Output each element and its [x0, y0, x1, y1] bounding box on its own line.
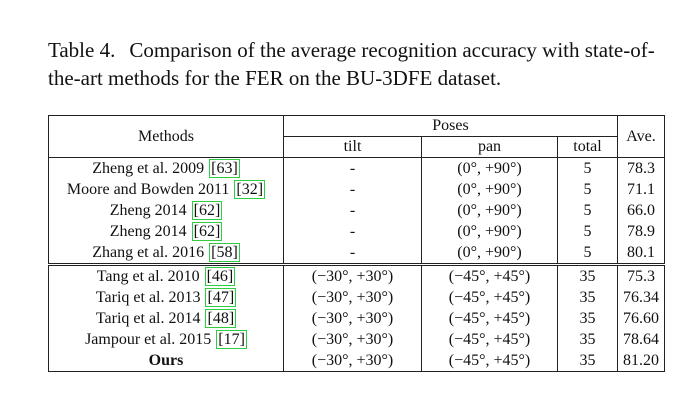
tilt-cell: (−30°, +30°) — [283, 263, 422, 287]
table-row: Moore and Bowden 2011 [32] - (0°, +90°) 5 71… — [48, 179, 665, 200]
pan-cell: (−45°, +45°) — [421, 263, 558, 287]
row-group: Tang et al. 2010 [46] (−30°, +30°) (−45°, … — [48, 263, 665, 372]
caption-label: Table 4. — [48, 38, 116, 62]
method-cell: Tariq et al. 2013 [47] — [48, 287, 284, 308]
table-header: Methods Poses Ave. tilt pan total — [48, 115, 665, 158]
header-pan: pan — [421, 136, 558, 158]
tilt-cell: - — [283, 242, 422, 265]
pan-cell: (−45°, +45°) — [421, 308, 558, 329]
method-name: Ours — [148, 352, 184, 369]
citation: [47] — [205, 288, 237, 307]
method-cell: Zhang et al. 2016 [58] — [48, 242, 284, 265]
tilt-cell: - — [283, 157, 422, 179]
method-name: Tang et al. 2010 — [96, 268, 200, 285]
total-cell: 35 — [557, 329, 618, 350]
method-cell: Zheng 2014 [62] — [48, 221, 284, 242]
ave-cell: 66.0 — [617, 200, 665, 221]
table-row: Jampour et al. 2015 [17] (−30°, +30°) (−45… — [48, 329, 665, 350]
method-cell: Ours — [48, 350, 284, 372]
method-name: Jampour et al. 2015 — [85, 331, 212, 348]
table-row: Tariq et al. 2014 [48] (−30°, +30°) (−45°,… — [48, 308, 665, 329]
header-methods: Methods — [48, 115, 284, 158]
ave-cell: 80.1 — [617, 242, 665, 265]
caption-text: Comparison of the average recognition ac… — [48, 38, 655, 90]
ave-cell: 71.1 — [617, 179, 665, 200]
tilt-cell: (−30°, +30°) — [283, 329, 422, 350]
tilt-cell: - — [283, 221, 422, 242]
caption: Table 4. Comparison of the average recogn… — [48, 36, 668, 92]
total-cell: 35 — [557, 263, 618, 287]
table-row: Ours (−30°, +30°) (−45°, +45°) 35 81.20 — [48, 350, 665, 372]
method-cell: Tariq et al. 2014 [48] — [48, 308, 284, 329]
total-cell: 5 — [557, 242, 618, 265]
citation: [58] — [209, 243, 240, 262]
total-cell: 5 — [557, 179, 618, 200]
header-tilt: tilt — [283, 136, 422, 158]
citation: [46] — [204, 267, 236, 286]
total-cell: 35 — [557, 308, 618, 329]
total-cell: 5 — [557, 157, 618, 179]
header-poses: Poses — [283, 115, 618, 137]
table-row: Zheng 2014 [62] - (0°, +90°) 5 66.0 — [48, 200, 665, 221]
method-name: Moore and Bowden 2011 — [66, 181, 230, 198]
pan-cell: (−45°, +45°) — [421, 329, 558, 350]
ave-cell: 78.64 — [617, 329, 665, 350]
method-name: Zheng 2014 — [109, 223, 187, 240]
method-cell: Jampour et al. 2015 [17] — [48, 329, 284, 350]
tilt-cell: (−30°, +30°) — [283, 350, 422, 372]
table-row: Tariq et al. 2013 [47] (−30°, +30°) (−45°,… — [48, 287, 665, 308]
ave-cell: 75.3 — [617, 263, 665, 287]
pan-cell: (0°, +90°) — [421, 242, 558, 265]
table-row: Tang et al. 2010 [46] (−30°, +30°) (−45°, … — [48, 263, 665, 287]
total-cell: 35 — [557, 350, 618, 372]
citation: [32] — [234, 180, 266, 199]
total-cell: 5 — [557, 200, 618, 221]
tilt-cell: - — [283, 200, 422, 221]
method-name: Tariq et al. 2014 — [95, 310, 201, 327]
ave-cell: 81.20 — [617, 350, 665, 372]
pan-cell: (−45°, +45°) — [421, 287, 558, 308]
method-cell: Zheng 2014 [62] — [48, 200, 284, 221]
results-table: Methods Poses Ave. tilt pan total Zheng … — [48, 115, 665, 372]
pan-cell: (0°, +90°) — [421, 179, 558, 200]
citation: [62] — [191, 201, 223, 220]
pan-cell: (0°, +90°) — [421, 200, 558, 221]
total-cell: 35 — [557, 287, 618, 308]
citation: [17] — [216, 330, 247, 349]
method-name: Tariq et al. 2013 — [95, 289, 201, 306]
ave-cell: 78.3 — [617, 157, 665, 179]
tilt-cell: - — [283, 179, 422, 200]
method-cell: Moore and Bowden 2011 [32] — [48, 179, 284, 200]
table-row: Zheng et al. 2009 [63] - (0°, +90°) 5 78.3 — [48, 157, 665, 179]
method-cell: Zheng et al. 2009 [63] — [48, 157, 284, 179]
ave-cell: 76.60 — [617, 308, 665, 329]
pan-cell: (−45°, +45°) — [421, 350, 558, 372]
header-total: total — [557, 136, 618, 158]
table-row: Zheng 2014 [62] - (0°, +90°) 5 78.9 — [48, 221, 665, 242]
header-row: tilt pan total — [49, 136, 665, 158]
header-row: Methods Poses Ave. — [48, 115, 665, 158]
pan-cell: (0°, +90°) — [421, 221, 558, 242]
method-name: Zheng 2014 — [109, 202, 187, 219]
pan-cell: (0°, +90°) — [421, 157, 558, 179]
citation: [62] — [191, 222, 223, 241]
method-cell: Tang et al. 2010 [46] — [48, 263, 284, 287]
method-name: Zhang et al. 2016 — [92, 244, 205, 261]
header-ave: Ave. — [617, 115, 665, 158]
method-name: Zheng et al. 2009 — [92, 160, 205, 177]
tilt-cell: (−30°, +30°) — [283, 308, 422, 329]
total-cell: 5 — [557, 221, 618, 242]
citation: [48] — [205, 309, 237, 328]
citation: [63] — [209, 159, 240, 178]
ave-cell: 78.9 — [617, 221, 665, 242]
tilt-cell: (−30°, +30°) — [283, 287, 422, 308]
table-row: Zhang et al. 2016 [58] - (0°, +90°) 5 80.1 — [48, 242, 665, 265]
ave-cell: 76.34 — [617, 287, 665, 308]
row-group: Zheng et al. 2009 [63] - (0°, +90°) 5 78.3 Mo… — [48, 157, 665, 265]
